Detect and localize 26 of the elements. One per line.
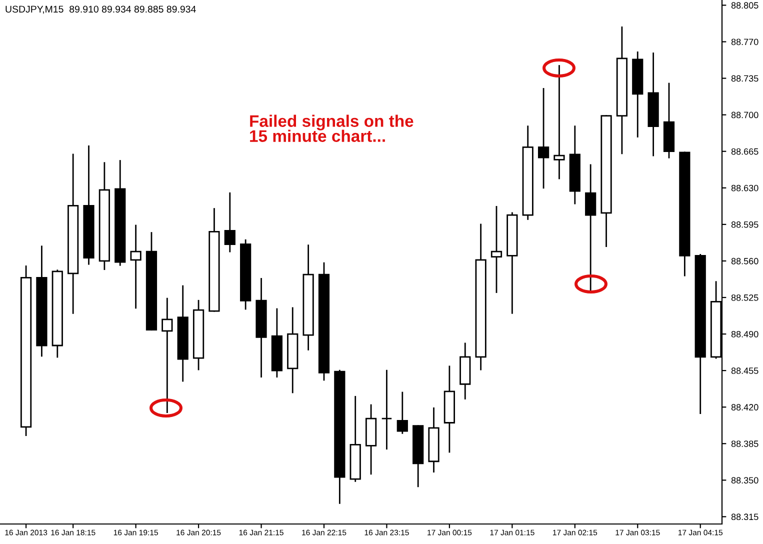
- candlestick: [130, 224, 142, 309]
- candlestick: [490, 206, 502, 293]
- y-tick-label: 88.455: [731, 368, 758, 374]
- candlestick: [396, 392, 408, 434]
- y-tick-label: 88.315: [731, 514, 758, 520]
- y-tick-label: 88.525: [731, 294, 758, 301]
- y-tick-label: 88.350: [731, 477, 758, 484]
- candlestick: [585, 164, 596, 291]
- candlestick: [162, 298, 173, 414]
- y-tick-label: 88.560: [731, 258, 758, 264]
- y-tick-label: 88.770: [731, 38, 758, 46]
- annotation: Failed signals on the 15 minute chart...: [250, 114, 414, 142]
- y-tick-label: 88.665: [731, 148, 758, 155]
- text: USDJPY,M15 89.910 89.934 89.885 89.934: [6, 6, 196, 14]
- candlestick: [224, 192, 236, 252]
- candlestick: [381, 370, 392, 450]
- y-tick-label: 88.385: [731, 440, 758, 447]
- y-tick-label: 88.805: [731, 2, 758, 9]
- y-tick-label: 88.420: [731, 404, 758, 410]
- y-tick-label: 88.735: [731, 75, 758, 82]
- y-tick-label: 88.490: [731, 330, 758, 338]
- candlestick: [538, 88, 550, 189]
- y-tick-label: 88.700: [731, 112, 758, 118]
- candlestick: [554, 65, 565, 180]
- y-tick-label: 88.630: [731, 184, 758, 192]
- y-tick-label: 88.595: [731, 221, 758, 228]
